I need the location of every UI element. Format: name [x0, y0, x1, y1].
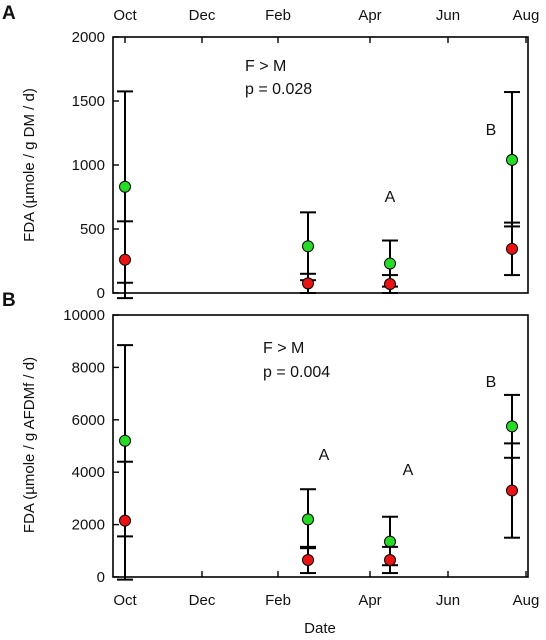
x-tick-label: Apr [358, 7, 381, 24]
x-tick-label: Dec [189, 7, 216, 24]
panel-a-y-axis-title: FDA (µmole / g DM / d) [21, 88, 38, 242]
x-tick-label: Aug [513, 7, 540, 24]
panel-a-label: A [2, 3, 16, 24]
data-point [384, 553, 396, 566]
red-series [117, 442, 520, 581]
panel-b-p-value: p = 0.004 [263, 364, 330, 381]
red-series [117, 220, 520, 300]
data-point [384, 535, 396, 548]
x-tick-label: Aug [513, 592, 540, 609]
y-tick-label: 2000 [72, 517, 105, 534]
panel-a-group-letter-aug: B [486, 122, 497, 139]
x-tick-label: Jun [436, 592, 460, 609]
panel-b-group-letter-apr: A [403, 462, 414, 479]
x-tick-label: Feb [265, 7, 291, 24]
y-tick-label: 8000 [72, 359, 105, 376]
data-point [302, 240, 314, 253]
y-tick-label: 0 [97, 285, 105, 302]
panel-a-test-result: F > M [245, 58, 286, 75]
panel-a-group-letter-apr: A [385, 189, 396, 206]
data-point [119, 434, 131, 447]
panel-b-frame [112, 314, 529, 578]
data-point [119, 180, 131, 193]
panel-a-p-value: p = 0.028 [245, 81, 312, 98]
panel-b-y-axis-title: FDA (µmole / g AFDMf / d) [21, 357, 38, 533]
data-point [506, 153, 518, 166]
data-point [119, 253, 131, 266]
panel-b-x-axis-title: Date [304, 620, 336, 637]
panel-b-test-result: F > M [263, 340, 304, 357]
data-point [119, 514, 131, 527]
panel-a-y-ticks: 0 500 1000 1500 2000 [72, 29, 119, 302]
green-series [117, 90, 520, 288]
data-point [384, 257, 396, 270]
panel-b-label: B [2, 290, 16, 311]
panel-a-series [117, 90, 520, 300]
y-tick-label: 4000 [72, 464, 105, 481]
data-point [302, 513, 314, 526]
x-tick-label: Dec [189, 592, 216, 609]
x-tick-label: Oct [113, 592, 137, 609]
panel-b: B Oct Dec Feb Apr Jun Aug 0 2000 4000 6000 8000 10… [2, 290, 539, 637]
panel-b-series [117, 344, 520, 581]
panel-a: A Oct Dec Feb Apr Jun Aug 0 500 1000 1500 2000 FD… [2, 3, 539, 302]
data-point [302, 277, 314, 290]
data-point [506, 420, 518, 433]
panel-a-x-ticks: Oct Dec Feb Apr Jun Aug [113, 7, 539, 43]
x-tick-label: Jun [436, 7, 460, 24]
panel-b-group-letter-aug: B [486, 374, 497, 391]
y-tick-label: 1500 [72, 93, 105, 110]
panel-a-frame [112, 36, 529, 294]
y-tick-label: 500 [80, 221, 105, 238]
y-tick-label: 2000 [72, 29, 105, 46]
x-tick-label: Apr [358, 592, 381, 609]
y-tick-label: 0 [97, 569, 105, 586]
y-tick-label: 1000 [72, 157, 105, 174]
y-tick-label: 6000 [72, 412, 105, 429]
data-point [384, 278, 396, 291]
panel-b-group-letter-feb: A [319, 447, 330, 464]
x-tick-label: Oct [113, 7, 137, 24]
panel-b-y-ticks: 0 2000 4000 6000 8000 10000 [63, 307, 119, 586]
data-point [302, 553, 314, 566]
y-tick-label: 10000 [63, 307, 105, 324]
panel-b-x-ticks: Oct Dec Feb Apr Jun Aug [113, 571, 539, 609]
data-point [506, 484, 518, 497]
data-point [506, 242, 518, 255]
x-tick-label: Feb [265, 592, 291, 609]
